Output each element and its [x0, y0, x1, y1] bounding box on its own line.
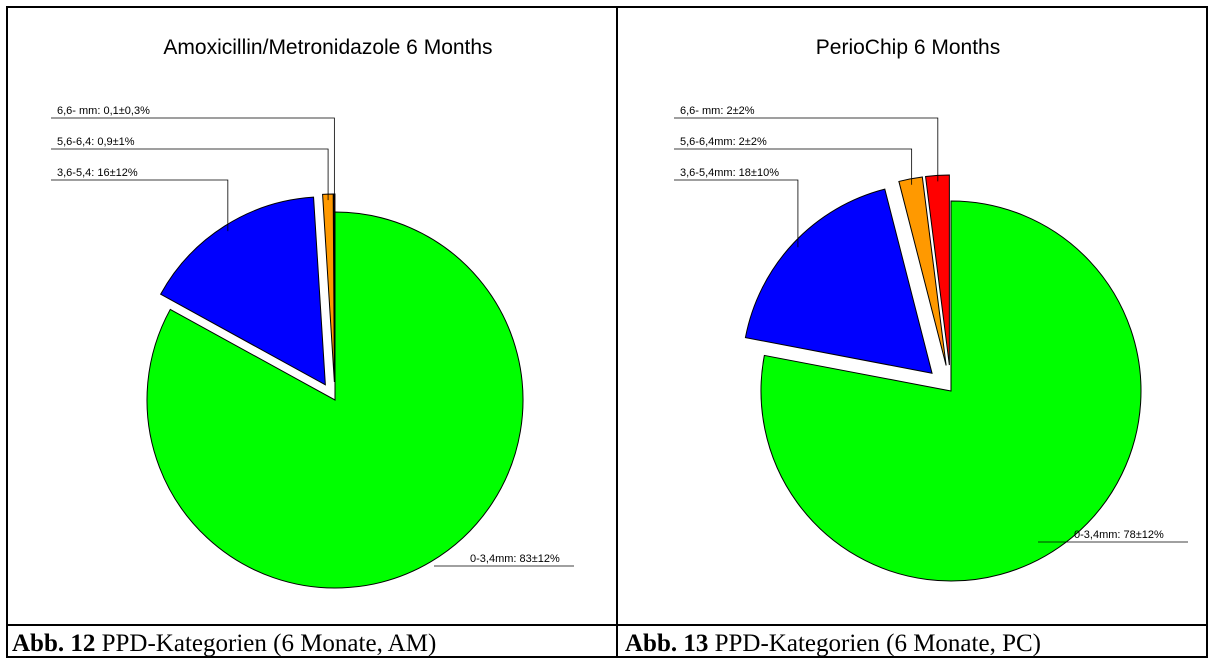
label-leader-line: [674, 117, 939, 182]
slice-label: 5,6-6,4: 0,9±1%: [57, 136, 135, 148]
caption-divider: [6, 624, 1208, 626]
caption-number: Abb. 12: [12, 630, 96, 657]
figure-caption-am: Abb. 12 PPD-Kategorien (6 Monate, AM): [12, 629, 436, 659]
chart-panel-pc: PerioChip 6 Months 6,6- mm: 2±2% 5,6-6,4mm…: [618, 8, 1206, 624]
figure-caption-pc: Abb. 13 PPD-Kategorien (6 Monate, PC): [625, 629, 1041, 659]
pie-slice: [760, 200, 1142, 582]
label-leader-line: [51, 179, 229, 232]
label-leader-line: [674, 148, 913, 185]
label-leader-line: [51, 148, 329, 201]
slice-label: 5,6-6,4mm: 2±2%: [680, 136, 767, 148]
pie-slice: [146, 211, 524, 589]
slice-label: 3,6-5,4mm: 18±10%: [680, 167, 779, 179]
caption-number: Abb. 13: [625, 630, 709, 657]
label-leader-line: [674, 179, 799, 248]
figure-frame: [6, 6, 1208, 658]
slice-label: 0-3,4mm: 83±12%: [470, 553, 560, 565]
column-divider: [616, 6, 618, 658]
pie-chart-am: Amoxicillin/Metronidazole 6 Months 6,6- m…: [51, 36, 574, 589]
label-leader-line: [51, 117, 335, 201]
chart-title: PerioChip 6 Months: [816, 36, 1000, 59]
pie-chart-pc: PerioChip 6 Months 6,6- mm: 2±2% 5,6-6,4mm…: [674, 36, 1188, 582]
slice-label: 0-3,4mm: 78±12%: [1074, 529, 1164, 541]
caption-text: PPD-Kategorien (6 Monate, AM): [95, 630, 437, 657]
chart-panel-am: Amoxicillin/Metronidazole 6 Months 6,6- m…: [8, 8, 616, 624]
chart-title: Amoxicillin/Metronidazole 6 Months: [163, 36, 492, 59]
pie-slice: [744, 188, 933, 374]
slice-label: 6,6- mm: 2±2%: [680, 105, 755, 117]
pie-slice: [322, 193, 335, 383]
pie-slice: [898, 176, 947, 366]
slice-label: 3,6-5,4: 16±12%: [57, 167, 138, 179]
caption-text: PPD-Kategorien (6 Monate, PC): [708, 630, 1041, 657]
pie-slice: [159, 196, 326, 386]
slice-label: 6,6- mm: 0,1±0,3%: [57, 105, 150, 117]
